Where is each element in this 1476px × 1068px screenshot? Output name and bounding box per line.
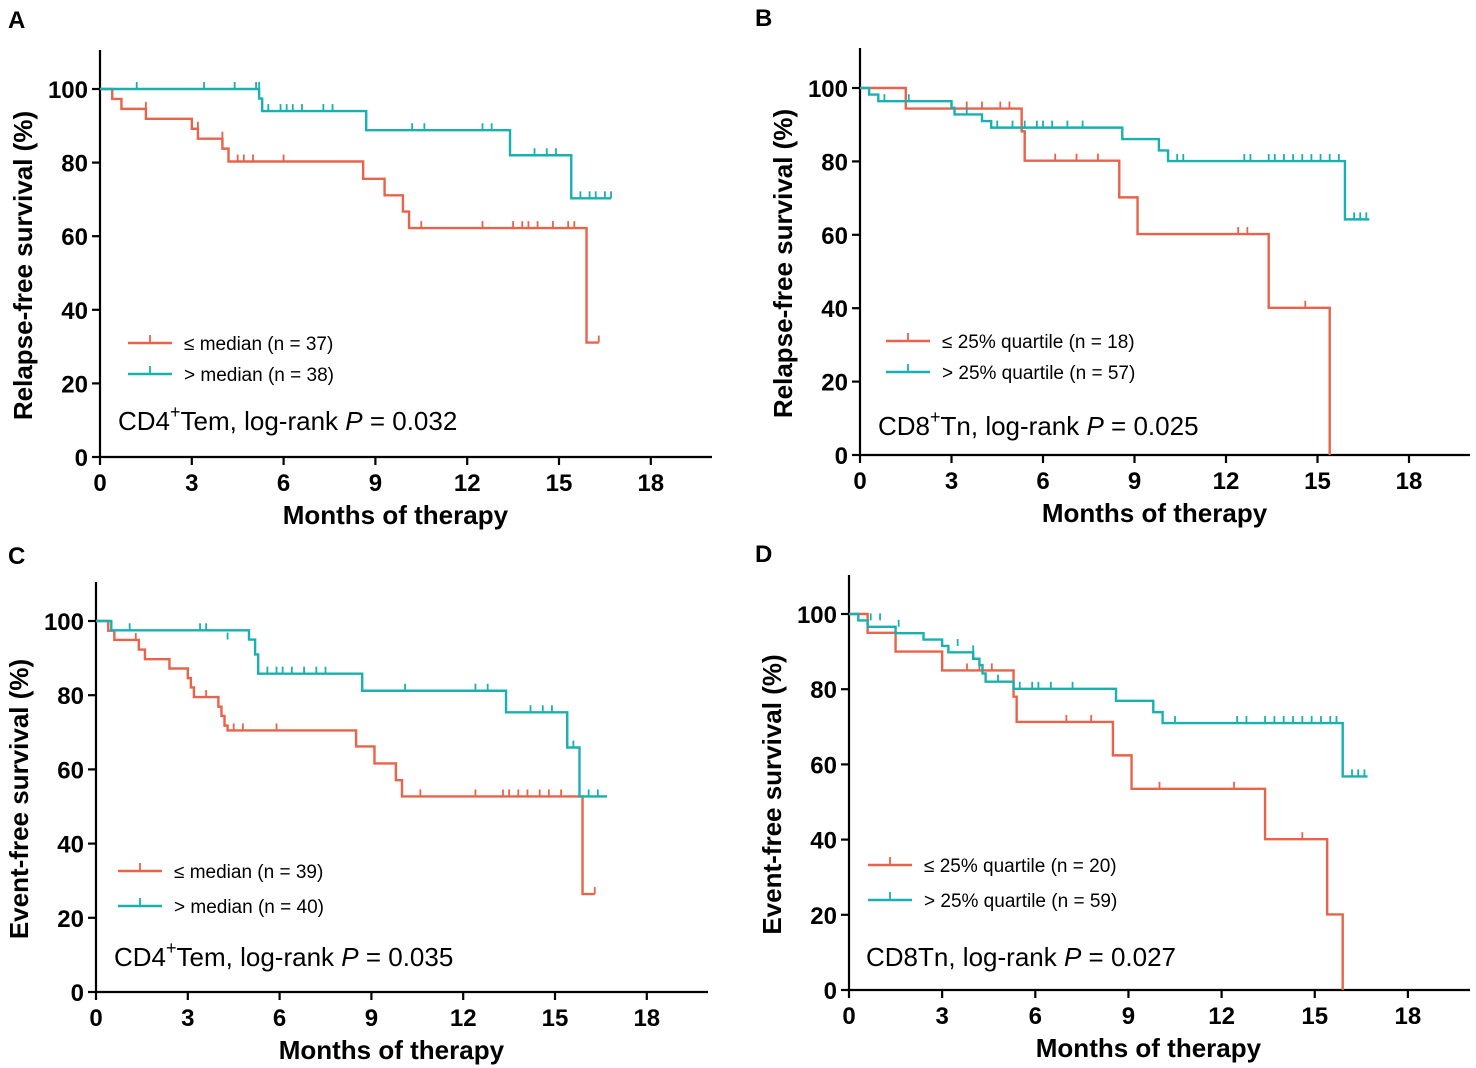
legend-label: > median (n = 38) bbox=[184, 365, 334, 386]
survival-curve bbox=[100, 87, 612, 200]
x-tick-label: 9 bbox=[1122, 1003, 1135, 1030]
y-tick-label: 100 bbox=[808, 76, 848, 103]
x-axis-title: Months of therapy bbox=[1042, 498, 1268, 528]
legend-label: ≤ median (n = 37) bbox=[184, 334, 333, 355]
x-tick-label: 6 bbox=[273, 1005, 286, 1032]
x-tick-label: 0 bbox=[853, 468, 866, 495]
x-tick-label: 12 bbox=[454, 470, 481, 497]
x-tick-label: 18 bbox=[1395, 1003, 1422, 1030]
x-tick-label: 12 bbox=[450, 1005, 477, 1032]
x-tick-label: 12 bbox=[1208, 1003, 1235, 1030]
logrank-annotation: CD8+Tn, log-rank P = 0.025 bbox=[878, 407, 1199, 441]
x-tick-label: 9 bbox=[1128, 468, 1141, 495]
y-tick-label: 0 bbox=[75, 445, 88, 472]
x-tick-label: 3 bbox=[185, 470, 198, 497]
survival-curve bbox=[96, 619, 608, 798]
survival-curve bbox=[849, 612, 1344, 990]
y-tick-label: 0 bbox=[824, 978, 837, 1005]
panel-label: A bbox=[8, 7, 25, 34]
y-tick-label: 60 bbox=[57, 757, 84, 784]
y-tick-label: 0 bbox=[835, 443, 848, 470]
y-tick-label: 0 bbox=[71, 980, 84, 1007]
y-tick-label: 60 bbox=[61, 224, 88, 251]
x-tick-label: 9 bbox=[365, 1005, 378, 1032]
panel-d: D 0 3 6 9 12 15 18 0 20 40 60 80 100 Months of therapy… bbox=[755, 541, 1470, 1063]
survival-curve bbox=[849, 612, 1368, 778]
x-tick-label: 0 bbox=[89, 1005, 102, 1032]
series-high: > median (n = 40) bbox=[96, 619, 608, 918]
y-axis-title: Relapse-free survival (%) bbox=[768, 109, 798, 418]
x-axis-title: Months of therapy bbox=[1036, 1033, 1262, 1063]
x-tick-label: 12 bbox=[1213, 468, 1240, 495]
panel-b: B 0 3 6 9 12 15 18 0 20 40 60 80 100 Months of therapy… bbox=[755, 5, 1470, 528]
x-tick-label: 18 bbox=[637, 470, 664, 497]
logrank-annotation: CD4+Tem, log-rank P = 0.035 bbox=[114, 938, 453, 972]
y-axis-title: Event-free survival (%) bbox=[4, 659, 34, 939]
survival-curve bbox=[96, 619, 595, 896]
y-tick-label: 100 bbox=[797, 602, 837, 629]
logrank-annotation: CD8Tn, log-rank P = 0.027 bbox=[866, 942, 1176, 972]
panel-c: C 0 3 6 9 12 15 18 0 20 40 60 80 100 Months of therapy… bbox=[4, 543, 708, 1065]
x-tick-label: 0 bbox=[93, 470, 106, 497]
series-low: ≤ median (n = 37) bbox=[100, 87, 600, 355]
x-tick-label: 6 bbox=[1029, 1003, 1042, 1030]
legend-label: ≤ 25% quartile (n = 20) bbox=[924, 856, 1117, 877]
series-high: > 25% quartile (n = 59) bbox=[849, 612, 1368, 912]
x-axis-title: Months of therapy bbox=[279, 1035, 505, 1065]
logrank-annotation: CD4+Tem, log-rank P = 0.032 bbox=[118, 402, 457, 436]
y-tick-label: 80 bbox=[57, 683, 84, 710]
x-tick-label: 15 bbox=[1304, 468, 1331, 495]
y-tick-label: 80 bbox=[810, 677, 837, 704]
series-high: > 25% quartile (n = 57) bbox=[860, 86, 1370, 384]
y-tick-label: 20 bbox=[810, 903, 837, 930]
x-tick-label: 6 bbox=[1036, 468, 1049, 495]
legend-label: > 25% quartile (n = 57) bbox=[942, 363, 1135, 384]
y-tick-label: 40 bbox=[821, 296, 848, 323]
x-axis-title: Months of therapy bbox=[283, 500, 509, 530]
y-tick-label: 100 bbox=[48, 77, 88, 104]
legend-label: > 25% quartile (n = 59) bbox=[924, 891, 1117, 912]
x-tick-label: 15 bbox=[546, 470, 573, 497]
survival-curve bbox=[100, 87, 599, 344]
y-axis-title: Relapse-free survival (%) bbox=[8, 111, 38, 420]
legend-label: > median (n = 40) bbox=[174, 897, 324, 918]
x-tick-label: 6 bbox=[277, 470, 290, 497]
panel-label: D bbox=[755, 541, 772, 568]
legend-label: ≤ 25% quartile (n = 18) bbox=[942, 332, 1135, 353]
series-low: ≤ 25% quartile (n = 18) bbox=[860, 86, 1331, 455]
y-axis-title: Event-free survival (%) bbox=[757, 654, 787, 934]
y-tick-label: 20 bbox=[61, 371, 88, 398]
y-tick-label: 40 bbox=[810, 828, 837, 855]
survival-curve bbox=[860, 86, 1331, 455]
x-tick-label: 18 bbox=[633, 1005, 660, 1032]
x-tick-label: 18 bbox=[1396, 468, 1423, 495]
legend-label: ≤ median (n = 39) bbox=[174, 862, 323, 883]
y-tick-label: 80 bbox=[821, 149, 848, 176]
y-tick-label: 80 bbox=[61, 151, 88, 178]
x-tick-label: 3 bbox=[181, 1005, 194, 1032]
y-tick-label: 40 bbox=[57, 832, 84, 859]
y-tick-label: 20 bbox=[821, 370, 848, 397]
panel-label: C bbox=[8, 543, 25, 570]
series-low: ≤ median (n = 39) bbox=[96, 619, 596, 896]
y-tick-label: 20 bbox=[57, 906, 84, 933]
y-tick-label: 100 bbox=[44, 609, 84, 636]
y-tick-label: 60 bbox=[810, 752, 837, 779]
x-tick-label: 15 bbox=[542, 1005, 569, 1032]
x-tick-label: 0 bbox=[842, 1003, 855, 1030]
x-tick-label: 15 bbox=[1301, 1003, 1328, 1030]
x-tick-label: 3 bbox=[935, 1003, 948, 1030]
y-tick-label: 40 bbox=[61, 298, 88, 325]
panel-a: A 0 3 6 9 12 15 18 0 20 40 60 80 100 Months of therapy… bbox=[8, 7, 712, 530]
x-tick-label: 3 bbox=[945, 468, 958, 495]
x-tick-label: 9 bbox=[369, 470, 382, 497]
series-low: ≤ 25% quartile (n = 20) bbox=[849, 612, 1344, 990]
survival-curve bbox=[860, 86, 1370, 221]
panel-label: B bbox=[755, 5, 772, 32]
series-high: > median (n = 38) bbox=[100, 82, 612, 386]
y-tick-label: 60 bbox=[821, 223, 848, 250]
